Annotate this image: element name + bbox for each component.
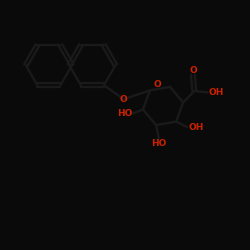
Text: O: O bbox=[154, 80, 161, 89]
Text: OH: OH bbox=[188, 122, 204, 132]
Text: O: O bbox=[120, 95, 128, 104]
Text: OH: OH bbox=[208, 88, 224, 97]
Text: HO: HO bbox=[117, 109, 132, 118]
Text: O: O bbox=[190, 66, 197, 76]
Text: HO: HO bbox=[151, 138, 166, 147]
